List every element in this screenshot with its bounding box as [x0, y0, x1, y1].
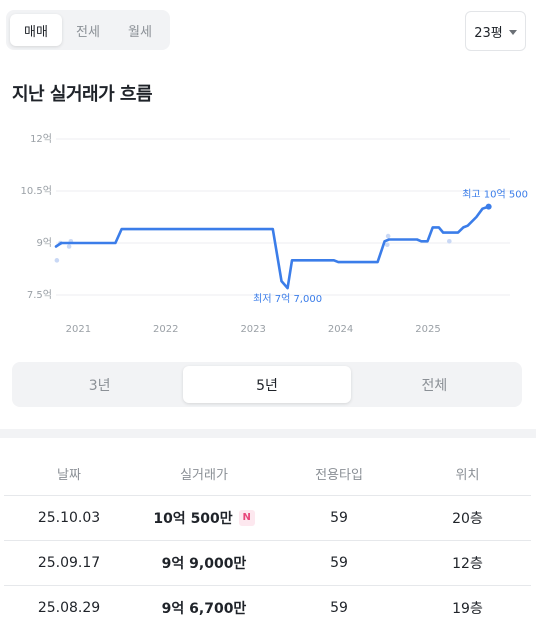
row-floor: 19층	[452, 601, 483, 617]
y-tick-label: 9억	[36, 237, 52, 249]
row-price: 10억 500만	[153, 511, 233, 527]
tab-5-years[interactable]: 5년	[183, 366, 351, 403]
size-dropdown[interactable]: 23평	[465, 11, 526, 51]
x-tick-label: 2025	[415, 324, 440, 335]
transaction-point	[385, 233, 391, 239]
section-title: 지난 실거래가 흐름	[12, 84, 153, 105]
transaction-point	[447, 238, 452, 244]
size-dropdown-value: 23평	[474, 25, 503, 41]
table-row: 25.10.03 10억 500만 N 59 20층	[4, 496, 531, 541]
y-tick-label: 12억	[30, 133, 52, 145]
table-row: 25.09.17 9억 9,000만 59 12층	[4, 541, 531, 586]
row-price-cell: 9억 6,700만	[134, 598, 274, 618]
table-row: 25.08.29 9억 6,700만 59 19층	[4, 586, 531, 630]
tab-sale[interactable]: 매매	[10, 14, 62, 46]
header-price: 실거래가	[180, 468, 228, 483]
row-floor: 12층	[452, 556, 483, 572]
header-floor: 위치	[455, 468, 480, 483]
tab-monthly-rent[interactable]: 월세	[128, 24, 152, 40]
x-tick-label: 2024	[328, 324, 353, 335]
tab-all[interactable]: 전체	[421, 377, 448, 394]
row-date: 25.08.29	[37, 600, 101, 616]
row-date: 25.09.17	[37, 555, 101, 571]
header-type: 전용타입	[315, 468, 363, 483]
x-tick-label: 2023	[240, 324, 265, 335]
header-date: 날짜	[57, 468, 81, 483]
deal-type-tabs: 매매 전세 월세	[6, 10, 170, 50]
transactions-table: 날짜 실거래가 전용타입 위치 25.10.03 10억 500만 N 59 2…	[4, 452, 531, 630]
min-price-annotation: 최저 7억 7,000	[253, 293, 322, 305]
row-price: 9억 6,700만	[161, 601, 247, 617]
row-price-cell: 9억 9,000만	[134, 553, 274, 573]
tab-3-years[interactable]: 3년	[88, 377, 111, 394]
transaction-point	[66, 244, 72, 249]
x-tick-label: 2022	[153, 324, 178, 335]
new-badge: N	[238, 510, 255, 526]
row-price-cell: 10억 500만 N	[134, 508, 274, 528]
section-divider	[0, 429, 536, 438]
row-floor: 20층	[452, 511, 483, 527]
latest-point	[485, 203, 492, 210]
transaction-point	[54, 258, 60, 263]
transaction-point	[384, 242, 390, 248]
row-type: 59	[330, 555, 348, 571]
y-tick-label: 7.5억	[27, 289, 52, 301]
row-type: 59	[330, 600, 348, 616]
price-line	[54, 205, 490, 290]
price-history-chart: 12억 10.5억 9억 7.5억 2021 2022 2023 2024 2025 최고 10억…	[21, 133, 528, 335]
row-price: 9억 9,000만	[161, 556, 247, 572]
period-tabs: 3년 5년 전체	[12, 362, 522, 407]
tab-jeonse[interactable]: 전세	[76, 24, 100, 40]
x-tick-label: 2021	[66, 324, 91, 335]
row-type: 59	[330, 510, 348, 526]
row-date: 25.10.03	[37, 510, 101, 526]
chevron-down-icon	[508, 29, 517, 35]
max-price-annotation: 최고 10억 500	[462, 189, 528, 201]
y-tick-label: 10.5억	[21, 185, 52, 197]
table-header: 날짜 실거래가 전용타입 위치	[4, 452, 531, 496]
